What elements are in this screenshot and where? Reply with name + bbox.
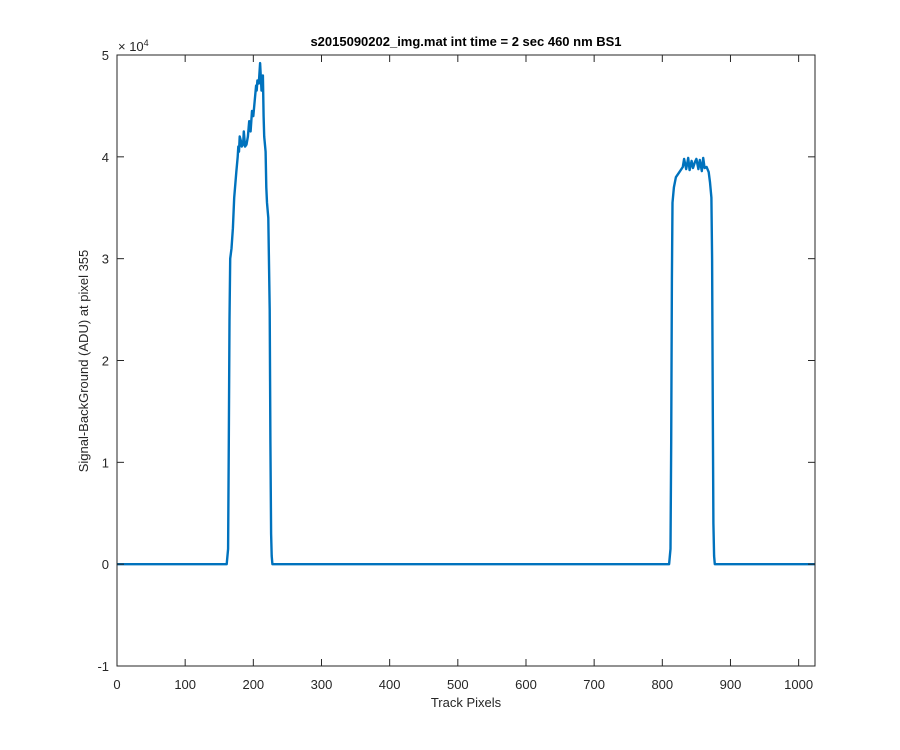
x-tick-label: 500 bbox=[447, 677, 469, 692]
x-tick-label: 1000 bbox=[784, 677, 813, 692]
y-tick-label: 1 bbox=[102, 455, 109, 470]
y-tick-label: 0 bbox=[102, 557, 109, 572]
x-tick-label: 700 bbox=[583, 677, 605, 692]
y-tick-label: 5 bbox=[102, 48, 109, 63]
x-tick-label: 300 bbox=[311, 677, 333, 692]
plot-area bbox=[117, 61, 815, 566]
series-line-0 bbox=[117, 61, 815, 566]
x-tick-label: 0 bbox=[113, 677, 120, 692]
x-tick-label: 900 bbox=[720, 677, 742, 692]
y-tick-label: -1 bbox=[97, 659, 109, 674]
x-tick-label: 100 bbox=[174, 677, 196, 692]
y-exponent-label: × 104 bbox=[118, 38, 149, 54]
x-axis-label: Track Pixels bbox=[431, 695, 502, 710]
y-exponent-power: 4 bbox=[144, 38, 149, 48]
chart-title: s2015090202_img.mat int time = 2 sec 460… bbox=[310, 34, 621, 49]
y-tick-label: 3 bbox=[102, 252, 109, 267]
x-tick-label: 200 bbox=[242, 677, 264, 692]
axes: 0 100 200 300 400 500 600 700 800 900 1000 -1 0 1 2 3 4 5 bbox=[97, 48, 816, 692]
y-tick-label: 2 bbox=[102, 354, 109, 369]
x-tick-label: 400 bbox=[379, 677, 401, 692]
y-axis-label: Signal-BackGround (ADU) at pixel 355 bbox=[76, 250, 91, 473]
x-tick-label: 800 bbox=[651, 677, 673, 692]
x-tick-label: 600 bbox=[515, 677, 537, 692]
axes-box bbox=[116, 54, 816, 667]
y-exponent-base: × 10 bbox=[118, 39, 144, 54]
y-tick-label: 4 bbox=[102, 150, 109, 165]
